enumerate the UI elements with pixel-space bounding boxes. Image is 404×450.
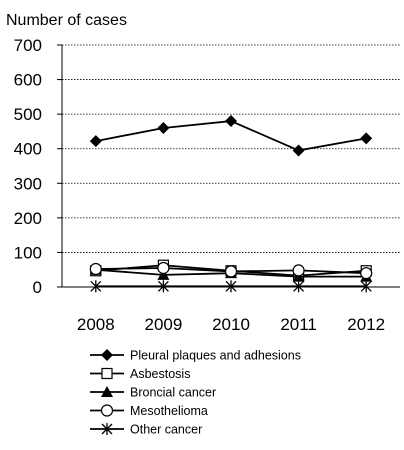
y-axis-title: Number of cases (6, 12, 127, 29)
data-point (224, 265, 238, 278)
y-tick-label: 300 (14, 174, 42, 193)
data-point (157, 261, 170, 275)
y-tick-label: 400 (14, 140, 42, 159)
data-point (292, 264, 305, 277)
x-tick-label: 2010 (212, 315, 250, 334)
series-circle (89, 261, 373, 280)
legend-marker (100, 404, 114, 417)
legend-marker (101, 386, 113, 397)
x-tick-label: 2012 (347, 315, 385, 334)
x-tick-label: 2011 (280, 315, 317, 334)
y-tick-label: 0 (33, 278, 42, 297)
y-tick-label: 100 (14, 243, 42, 262)
data-point (157, 121, 170, 134)
y-tick-label: 200 (14, 209, 42, 228)
x-tick-label: 2009 (144, 315, 182, 334)
data-point (293, 280, 305, 293)
data-point (360, 280, 372, 293)
legend-entry: Pleural plaques and adhesions (90, 349, 301, 363)
y-tick-label: 700 (14, 36, 42, 55)
legend-label: Broncial cancer (130, 386, 216, 400)
series-asterisk (90, 280, 372, 293)
legend-entry: Asbestosis (90, 367, 190, 381)
y-tick-label: 600 (14, 71, 42, 90)
axes: 0 100 200 300 400 500 600 700 2008 2009 2010 2011 20… (14, 36, 400, 334)
data-point (157, 268, 170, 280)
data-point (225, 115, 237, 128)
data-point (89, 262, 102, 276)
data-point (225, 280, 237, 293)
legend-entry: Broncial cancer (90, 386, 216, 400)
legend-entry: Mesothelioma (90, 404, 208, 418)
data-point (89, 135, 102, 148)
y-tick-label: 500 (14, 105, 42, 124)
data-point (292, 144, 305, 157)
legend-label: Other cancer (130, 423, 202, 437)
x-tick-label: 2008 (77, 315, 115, 334)
legend-marker (101, 423, 113, 435)
legend-label: Pleural plaques and adhesions (130, 349, 301, 363)
legend-marker (101, 367, 113, 380)
legend-marker (101, 349, 113, 361)
legend-label: Mesothelioma (130, 404, 208, 418)
legend-label: Asbestosis (130, 367, 190, 381)
data-point (360, 132, 373, 145)
data-point (360, 267, 373, 280)
series (89, 115, 373, 293)
data-point (157, 280, 169, 293)
legend-entry: Other cancer (90, 423, 202, 437)
data-point (90, 280, 102, 293)
legend: Pleural plaques and adhesions Asbestosis B… (90, 349, 301, 437)
gridlines (62, 44, 400, 253)
series-diamond (89, 115, 373, 157)
